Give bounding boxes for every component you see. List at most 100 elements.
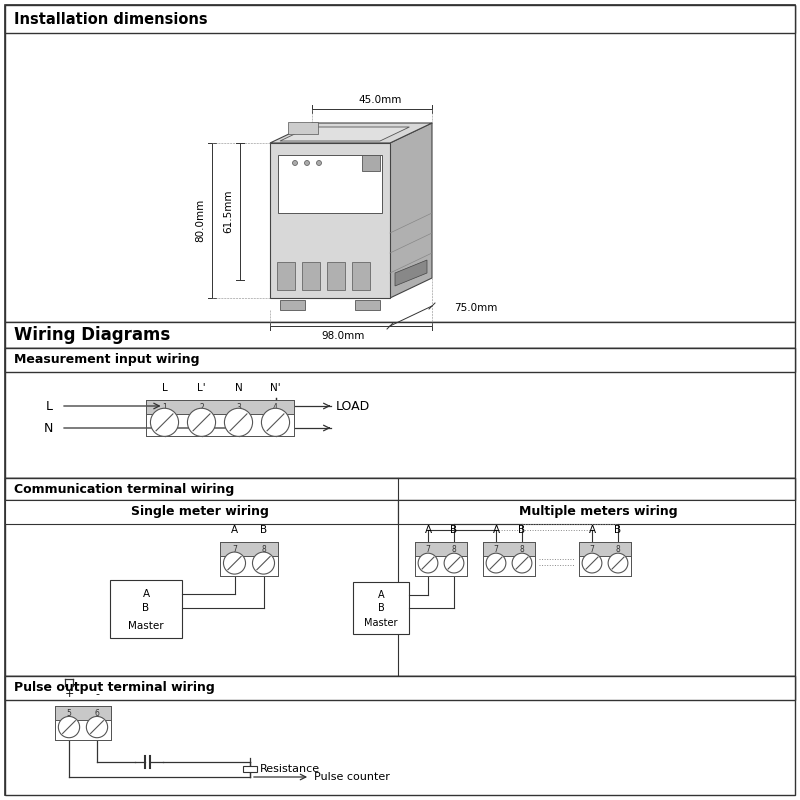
Text: A: A xyxy=(425,525,431,535)
Bar xyxy=(277,262,295,290)
Bar xyxy=(220,542,278,576)
Bar xyxy=(55,706,111,720)
Text: B: B xyxy=(614,525,622,535)
Circle shape xyxy=(418,554,438,573)
Text: Master: Master xyxy=(364,618,398,628)
Polygon shape xyxy=(390,123,432,298)
Bar xyxy=(5,676,795,700)
Bar xyxy=(5,478,795,500)
Bar xyxy=(579,542,631,576)
Circle shape xyxy=(58,717,80,738)
Bar xyxy=(5,5,795,322)
Text: 8: 8 xyxy=(261,545,266,554)
Text: 61.5mm: 61.5mm xyxy=(223,190,233,234)
Text: Installation dimensions: Installation dimensions xyxy=(14,11,208,26)
Text: A: A xyxy=(142,589,150,599)
Text: Multiple meters wiring: Multiple meters wiring xyxy=(518,506,678,518)
Circle shape xyxy=(187,408,215,436)
Bar xyxy=(220,555,278,576)
Circle shape xyxy=(305,161,310,166)
Bar xyxy=(362,155,380,171)
Bar xyxy=(302,262,320,290)
Text: B: B xyxy=(378,603,384,613)
Bar xyxy=(146,414,294,436)
Text: B: B xyxy=(518,525,526,535)
Text: L: L xyxy=(162,383,167,393)
Bar xyxy=(270,143,390,298)
Bar xyxy=(352,262,370,290)
Bar xyxy=(5,676,795,795)
Circle shape xyxy=(486,554,506,573)
Text: 3: 3 xyxy=(236,403,241,413)
Text: A: A xyxy=(378,590,384,600)
Text: Pulse counter: Pulse counter xyxy=(314,772,390,782)
Circle shape xyxy=(253,552,274,574)
Bar xyxy=(5,322,795,348)
Text: 2: 2 xyxy=(199,403,204,413)
Text: N': N' xyxy=(270,383,281,393)
Text: 80.0mm: 80.0mm xyxy=(195,199,205,242)
Bar xyxy=(55,706,111,740)
Bar xyxy=(280,300,305,310)
Bar xyxy=(353,582,409,634)
Circle shape xyxy=(582,554,602,573)
Text: 8: 8 xyxy=(452,545,456,554)
Text: Wiring Diagrams: Wiring Diagrams xyxy=(14,326,170,344)
Bar xyxy=(355,300,380,310)
Text: 7: 7 xyxy=(590,545,594,554)
Text: Resistance: Resistance xyxy=(260,764,320,774)
Text: 7: 7 xyxy=(494,545,498,554)
Polygon shape xyxy=(280,127,410,141)
Bar xyxy=(278,155,382,213)
Text: 4: 4 xyxy=(273,403,278,413)
Bar xyxy=(146,400,294,414)
Text: LOAD: LOAD xyxy=(335,399,370,413)
Circle shape xyxy=(86,717,108,738)
Circle shape xyxy=(262,408,290,436)
Bar xyxy=(243,766,257,772)
Bar xyxy=(415,542,467,555)
Bar xyxy=(5,348,795,478)
Circle shape xyxy=(317,161,322,166)
Text: 1: 1 xyxy=(162,403,167,413)
Bar xyxy=(483,555,535,576)
Bar xyxy=(415,555,467,576)
Text: L': L' xyxy=(197,383,206,393)
Bar xyxy=(5,478,795,676)
Bar xyxy=(5,500,398,524)
Text: N: N xyxy=(234,383,242,393)
Text: -: - xyxy=(95,689,99,699)
Text: A: A xyxy=(589,525,595,535)
Bar xyxy=(483,542,535,555)
Circle shape xyxy=(223,552,246,574)
Polygon shape xyxy=(270,123,432,143)
Text: 45.0mm: 45.0mm xyxy=(358,95,402,105)
Text: +: + xyxy=(64,689,74,699)
Text: 7: 7 xyxy=(232,545,237,554)
Text: Communication terminal wiring: Communication terminal wiring xyxy=(14,482,234,495)
Text: Master: Master xyxy=(128,621,164,631)
Text: 75.0mm: 75.0mm xyxy=(454,303,498,313)
Text: A: A xyxy=(231,525,238,535)
Text: B: B xyxy=(260,525,267,535)
Text: L: L xyxy=(46,399,53,413)
Text: B: B xyxy=(450,525,458,535)
Text: 6: 6 xyxy=(94,709,99,718)
Text: Measurement input wiring: Measurement input wiring xyxy=(14,354,199,366)
Text: 7: 7 xyxy=(426,545,430,554)
Circle shape xyxy=(512,554,532,573)
Bar xyxy=(579,555,631,576)
Bar xyxy=(110,580,182,638)
Circle shape xyxy=(444,554,464,573)
Bar xyxy=(579,542,631,555)
Circle shape xyxy=(225,408,253,436)
Polygon shape xyxy=(395,260,427,286)
Bar xyxy=(288,122,318,134)
Bar xyxy=(55,720,111,740)
Circle shape xyxy=(293,161,298,166)
Text: 5: 5 xyxy=(66,709,71,718)
Text: Pulse output terminal wiring: Pulse output terminal wiring xyxy=(14,682,214,694)
Bar xyxy=(398,500,795,524)
Text: Single meter wiring: Single meter wiring xyxy=(131,506,269,518)
Text: N: N xyxy=(44,422,53,434)
